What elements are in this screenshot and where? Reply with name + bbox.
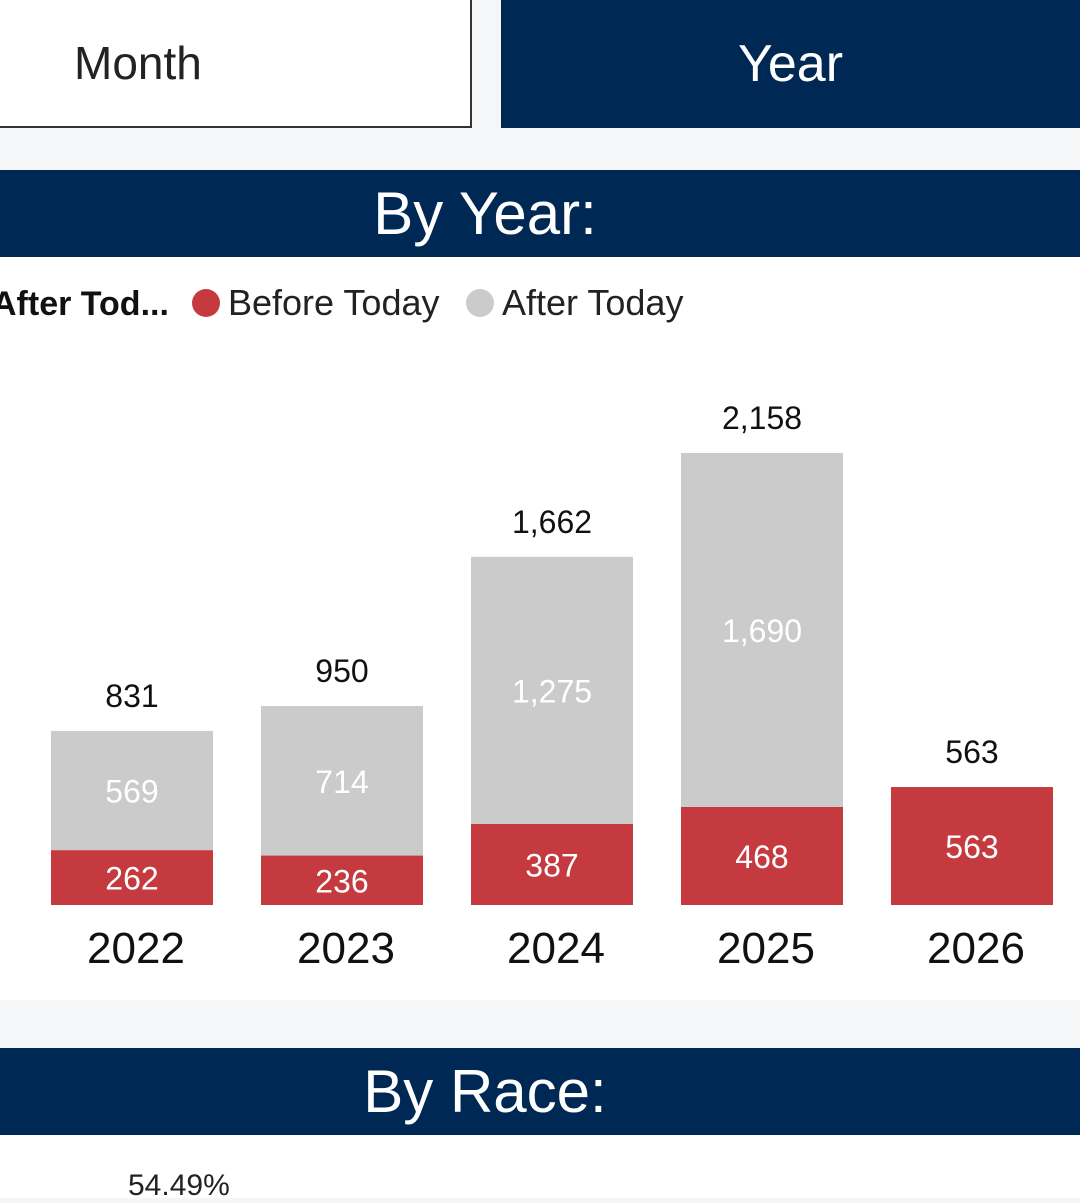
total-label-2026: 563: [945, 734, 998, 770]
chart-legend: After Tod... Before Today After Today: [0, 282, 683, 323]
bar-before-today-2023: [261, 855, 423, 905]
legend-label-after-today: After Today: [502, 282, 683, 323]
by-year-header: By Year:: [0, 170, 1080, 257]
x-tick-label-2023: 2023: [297, 924, 395, 973]
x-tick-label-2026: 2026: [927, 924, 1025, 973]
bar-after-today-2025: [681, 452, 843, 807]
x-tick-label-2022: 2022: [87, 924, 185, 973]
race-percentage-label: 54.49%: [128, 1169, 230, 1202]
legend-marker-after-today: [466, 289, 494, 317]
total-label-2023: 950: [315, 653, 368, 689]
x-tick-label-2025: 2025: [717, 924, 815, 973]
value-label-before-today-2026: 563: [945, 829, 998, 865]
bar-after-today-2023: [261, 705, 423, 856]
by-race-header: By Race:: [0, 1048, 1080, 1135]
total-label-2022: 831: [105, 678, 158, 714]
bar-before-today-2026: [891, 787, 1053, 905]
bar-before-today-2024: [471, 823, 633, 905]
legend-marker-before-today: [192, 289, 220, 317]
bar-before-today-2022: [51, 850, 213, 905]
x-tick-label-2024: 2024: [507, 924, 605, 973]
by-race-panel: 54.49%: [0, 1135, 1080, 1202]
year-toggle-button[interactable]: Year: [501, 0, 1080, 128]
value-label-after-today-2022: 569: [105, 774, 158, 810]
value-label-after-today-2025: 1,690: [722, 613, 802, 649]
value-label-after-today-2024: 1,275: [512, 673, 592, 709]
bar-before-today-2025: [681, 806, 843, 905]
total-label-2024: 1,662: [512, 504, 592, 540]
legend-label-before-today: Before Today: [228, 282, 439, 323]
value-label-after-today-2023: 714: [315, 764, 368, 800]
value-label-before-today-2023: 236: [315, 863, 368, 899]
by-year-chart-panel: After Tod... Before Today After Today 56…: [0, 257, 1080, 1000]
bar-after-today-2024: [471, 556, 633, 824]
value-label-before-today-2024: 387: [525, 847, 578, 883]
chart-bars: [51, 452, 1053, 905]
chart-labels: 569 262 831 2022 714 236 950 2023 1,275 387 1,662 2…: [87, 400, 1025, 973]
month-toggle-button[interactable]: Month: [0, 0, 472, 128]
legend-title: After Tod...: [0, 285, 169, 323]
by-year-chart: After Tod... Before Today After Today 56…: [0, 282, 1053, 973]
bar-after-today-2022: [51, 730, 213, 851]
value-label-before-today-2022: 262: [105, 861, 158, 897]
total-label-2025: 2,158: [722, 400, 802, 436]
value-label-before-today-2025: 468: [735, 839, 788, 875]
